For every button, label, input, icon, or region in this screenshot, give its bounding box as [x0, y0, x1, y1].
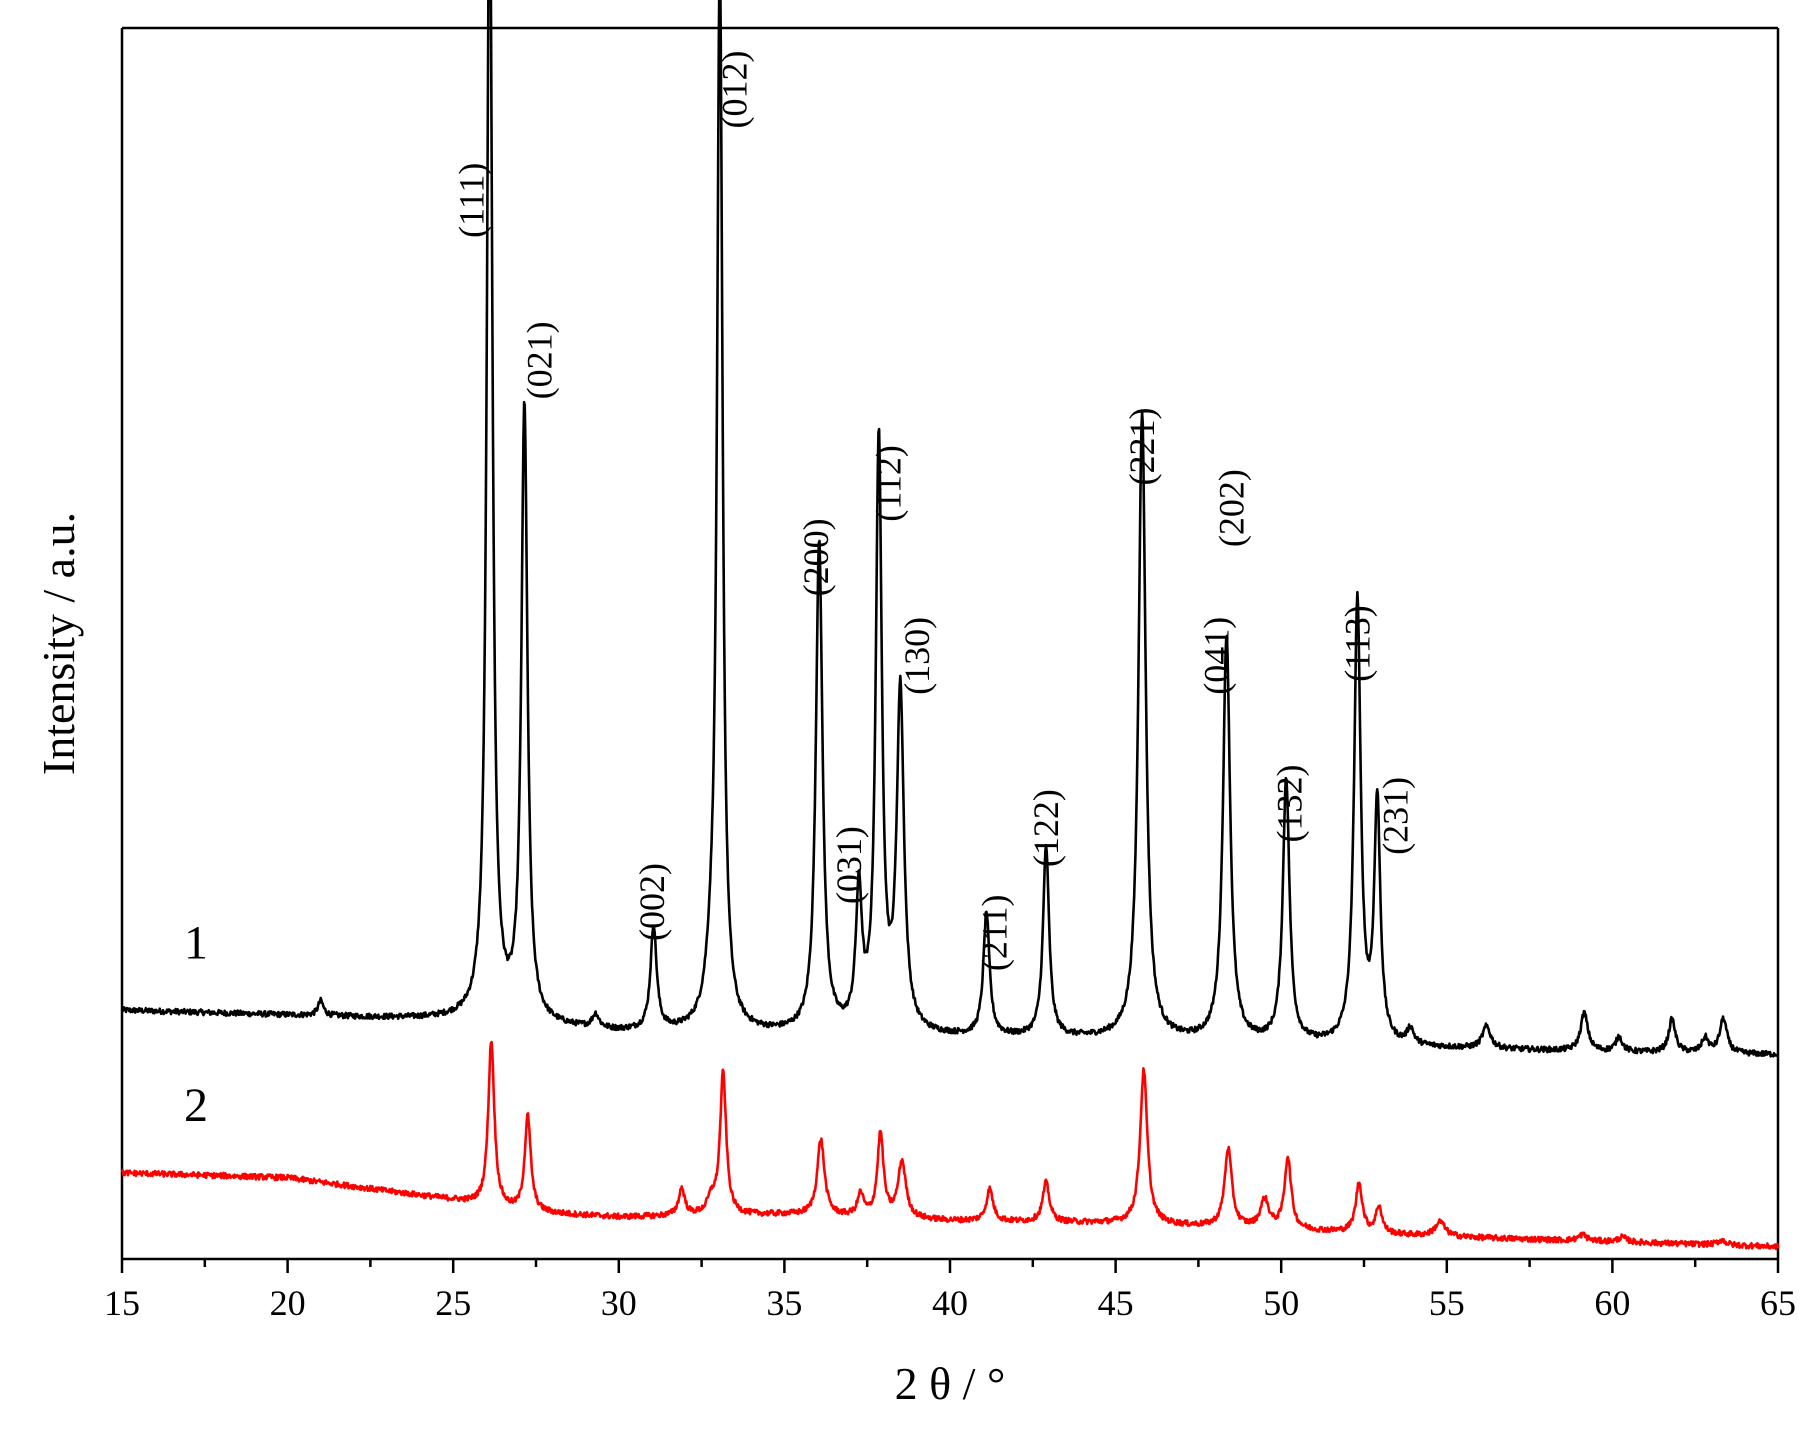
peak-label: (221): [1122, 408, 1162, 486]
peak-label: (031): [829, 826, 869, 904]
x-tick-label: 60: [1594, 1283, 1630, 1323]
x-tick-label: 55: [1429, 1283, 1465, 1323]
peak-label: (130): [897, 617, 937, 695]
peak-label: (002): [632, 863, 672, 941]
x-tick-label: 30: [601, 1283, 637, 1323]
series-2: 2: [120, 1040, 1780, 1251]
x-tick-label: 65: [1760, 1283, 1796, 1323]
series-label-1: 1: [184, 916, 208, 969]
peak-label: (041): [1197, 617, 1237, 695]
peak-label: (211): [975, 894, 1015, 971]
series-line-1: [120, 0, 1780, 1058]
series-layer: 12: [120, 0, 1780, 1251]
x-tick-label: 50: [1263, 1283, 1299, 1323]
peak-label: (132): [1270, 765, 1310, 843]
x-tick-label: 40: [932, 1283, 968, 1323]
x-axis-title: 2 θ / °: [895, 1358, 1006, 1409]
peak-label: (200): [796, 518, 836, 596]
series-1: 1: [120, 0, 1780, 1058]
peak-label: (122): [1026, 789, 1066, 867]
x-tick-label: 15: [104, 1283, 140, 1323]
x-axis: 15 20 25 30 35 40 45 50 55 60 65: [104, 1259, 1796, 1323]
peak-label: (021): [519, 321, 559, 399]
peak-label: (111): [451, 163, 491, 238]
peak-label: (231): [1376, 777, 1416, 855]
peak-label: (112): [869, 445, 909, 522]
peak-label: (202): [1211, 469, 1251, 547]
series-line-2: [120, 1040, 1780, 1251]
plot-frame: [120, 26, 1780, 1261]
series-label-2: 2: [184, 1079, 208, 1132]
annotation-layer: (111) (021) (002) (012) (200) (031) (112) (130)…: [451, 50, 1415, 971]
x-tick-label: 35: [766, 1283, 802, 1323]
peak-label: (113): [1337, 605, 1377, 682]
x-tick-label: 20: [270, 1283, 306, 1323]
peak-label: (012): [715, 50, 755, 128]
x-tick-label: 25: [435, 1283, 471, 1323]
y-axis-title: Intensity / a.u.: [33, 512, 84, 775]
x-tick-label: 45: [1098, 1283, 1134, 1323]
